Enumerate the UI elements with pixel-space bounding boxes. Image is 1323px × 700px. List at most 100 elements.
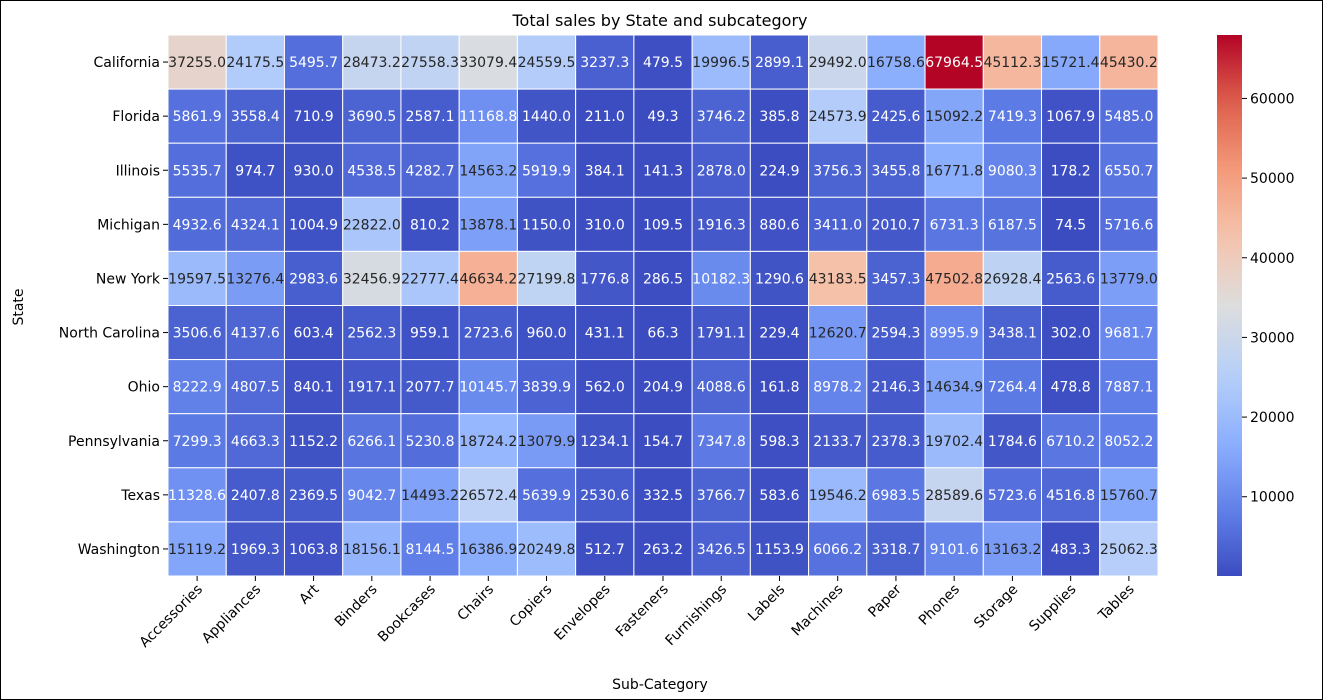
- y-tick-label: Texas: [120, 488, 160, 504]
- y-tick-label: Michigan: [97, 217, 160, 233]
- cell-value-label: 1917.1: [347, 380, 396, 396]
- cell-value-label: 332.5: [643, 488, 683, 504]
- cell-value-label: 10145.7: [459, 380, 517, 396]
- cell-value-label: 7299.3: [173, 434, 222, 450]
- heatmap-cell-washington-phones: [924, 521, 984, 577]
- heatmap-cell-texas-labels: [749, 467, 810, 523]
- heatmap-cell-ohio-storage: [982, 359, 1043, 415]
- heatmap-cell-michigan-tables: [1099, 196, 1159, 252]
- cell-value-label: 161.8: [759, 380, 799, 396]
- heatmap-cell-texas-storage: [982, 467, 1043, 523]
- cell-value-label: 8144.5: [406, 542, 455, 558]
- heatmap-cell-florida-fasteners: [633, 88, 693, 144]
- colorbar-tick-label: 10000: [1250, 490, 1295, 506]
- cell-value-label: 431.1: [585, 326, 625, 342]
- cell-value-label: 2563.6: [1046, 271, 1095, 287]
- cell-value-label: 3426.5: [697, 542, 746, 558]
- heatmap-cell-california-appliances: [225, 34, 285, 90]
- cell-value-label: 27558.3: [401, 55, 459, 71]
- heatmap-cell-florida-furnishings: [691, 88, 751, 144]
- heatmap-cell-washington-machines: [808, 521, 868, 577]
- cell-value-label: 14563.2: [459, 163, 517, 179]
- cell-value-label: 13779.0: [1100, 271, 1158, 287]
- cell-value-label: 302.0: [1051, 326, 1091, 342]
- cell-value-label: 33079.4: [459, 55, 517, 71]
- cell-value-label: 13276.4: [226, 271, 284, 287]
- cell-value-label: 1063.8: [289, 542, 338, 558]
- cell-value-label: 2378.3: [871, 434, 920, 450]
- cell-value-label: 512.7: [585, 542, 625, 558]
- heatmap-cell-texas-paper: [866, 467, 926, 523]
- heatmap-cell-new-york-accessories: [167, 250, 227, 306]
- heatmap-cell-texas-bookcases: [400, 467, 460, 523]
- heatmap-cell-illinois-storage: [982, 142, 1043, 198]
- cell-value-label: 13079.9: [518, 434, 576, 450]
- colorbar-tick-label: 40000: [1250, 251, 1295, 267]
- heatmap-cell-ohio-copiers: [516, 359, 577, 415]
- x-tick-label: Labels: [745, 582, 788, 625]
- heatmap-cell-pennsylvania-accessories: [167, 413, 227, 469]
- cell-value-label: 9101.6: [930, 542, 979, 558]
- heatmap-cell-michigan-phones: [924, 196, 984, 252]
- cell-value-label: 583.6: [759, 488, 799, 504]
- heatmap-cells: 37255.0 24175.5 5495.7 28473.2 27558.3 33079.…: [167, 34, 1159, 577]
- heatmap-cell-washington-furnishings: [691, 521, 751, 577]
- cell-value-label: 3558.4: [231, 109, 280, 125]
- heatmap-cell-north-carolina-art: [283, 305, 344, 361]
- heatmap-cell-north-carolina-tables: [1099, 305, 1159, 361]
- x-tick-label: Paper: [865, 581, 905, 621]
- cell-value-label: 16758.6: [867, 55, 925, 71]
- cell-value-label: 2587.1: [406, 109, 455, 125]
- cell-value-label: 7347.8: [697, 434, 746, 450]
- heatmap-cell-california-storage: [982, 34, 1043, 90]
- cell-value-label: 66.3: [647, 326, 678, 342]
- cell-value-label: 5919.9: [522, 163, 571, 179]
- cell-value-label: 45112.3: [983, 55, 1041, 71]
- cell-value-label: 4088.6: [697, 380, 746, 396]
- cell-value-label: 154.7: [643, 434, 683, 450]
- cell-value-label: 11168.8: [459, 109, 517, 125]
- heatmap-cell-illinois-bookcases: [400, 142, 460, 198]
- heatmap-cell-pennsylvania-fasteners: [633, 413, 693, 469]
- cell-value-label: 27199.8: [518, 271, 576, 287]
- heatmap-cell-michigan-supplies: [1041, 196, 1101, 252]
- cell-value-label: 20249.8: [518, 542, 576, 558]
- cell-value-label: 3318.7: [871, 542, 920, 558]
- cell-value-label: 7264.4: [988, 380, 1037, 396]
- heatmap-cell-new-york-phones: [924, 250, 984, 306]
- cell-value-label: 26928.4: [983, 271, 1041, 287]
- heatmap-cell-florida-labels: [749, 88, 810, 144]
- heatmap-cell-pennsylvania-phones: [924, 413, 984, 469]
- x-tick-label: Machines: [789, 582, 847, 640]
- heatmap-cell-north-carolina-appliances: [225, 305, 285, 361]
- cell-value-label: 5535.7: [173, 163, 222, 179]
- cell-value-label: 2899.1: [755, 55, 804, 71]
- heatmap-cell-ohio-fasteners: [633, 359, 693, 415]
- cell-value-label: 2010.7: [871, 217, 920, 233]
- colorbar-tick-label: 50000: [1250, 171, 1295, 187]
- x-tick-label: Fasteners: [613, 582, 672, 641]
- heatmap-cell-new-york-storage: [982, 250, 1043, 306]
- y-tick-label: Washington: [78, 542, 160, 558]
- heatmap-cell-michigan-storage: [982, 196, 1043, 252]
- heatmap-cell-michigan-copiers: [516, 196, 577, 252]
- heatmap-cell-pennsylvania-storage: [982, 413, 1043, 469]
- heatmap-cell-washington-tables: [1099, 521, 1159, 577]
- y-tick-label: North Carolina: [59, 326, 160, 342]
- cell-value-label: 4282.7: [406, 163, 455, 179]
- heatmap-cell-michigan-appliances: [225, 196, 285, 252]
- cell-value-label: 598.3: [759, 434, 799, 450]
- x-tick-label: Tables: [1095, 582, 1138, 625]
- cell-value-label: 930.0: [294, 163, 334, 179]
- cell-value-label: 9042.7: [347, 488, 396, 504]
- y-tick-label: California: [94, 55, 160, 71]
- cell-value-label: 47502.8: [925, 271, 983, 287]
- cell-value-label: 22777.4: [401, 271, 459, 287]
- cell-value-label: 2594.3: [871, 326, 920, 342]
- cell-value-label: 710.9: [294, 109, 334, 125]
- heatmap-cell-ohio-bookcases: [400, 359, 460, 415]
- cell-value-label: 13878.1: [459, 217, 517, 233]
- cell-value-label: 2146.3: [871, 380, 920, 396]
- cell-value-label: 224.9: [759, 163, 799, 179]
- cell-value-label: 4807.5: [231, 380, 280, 396]
